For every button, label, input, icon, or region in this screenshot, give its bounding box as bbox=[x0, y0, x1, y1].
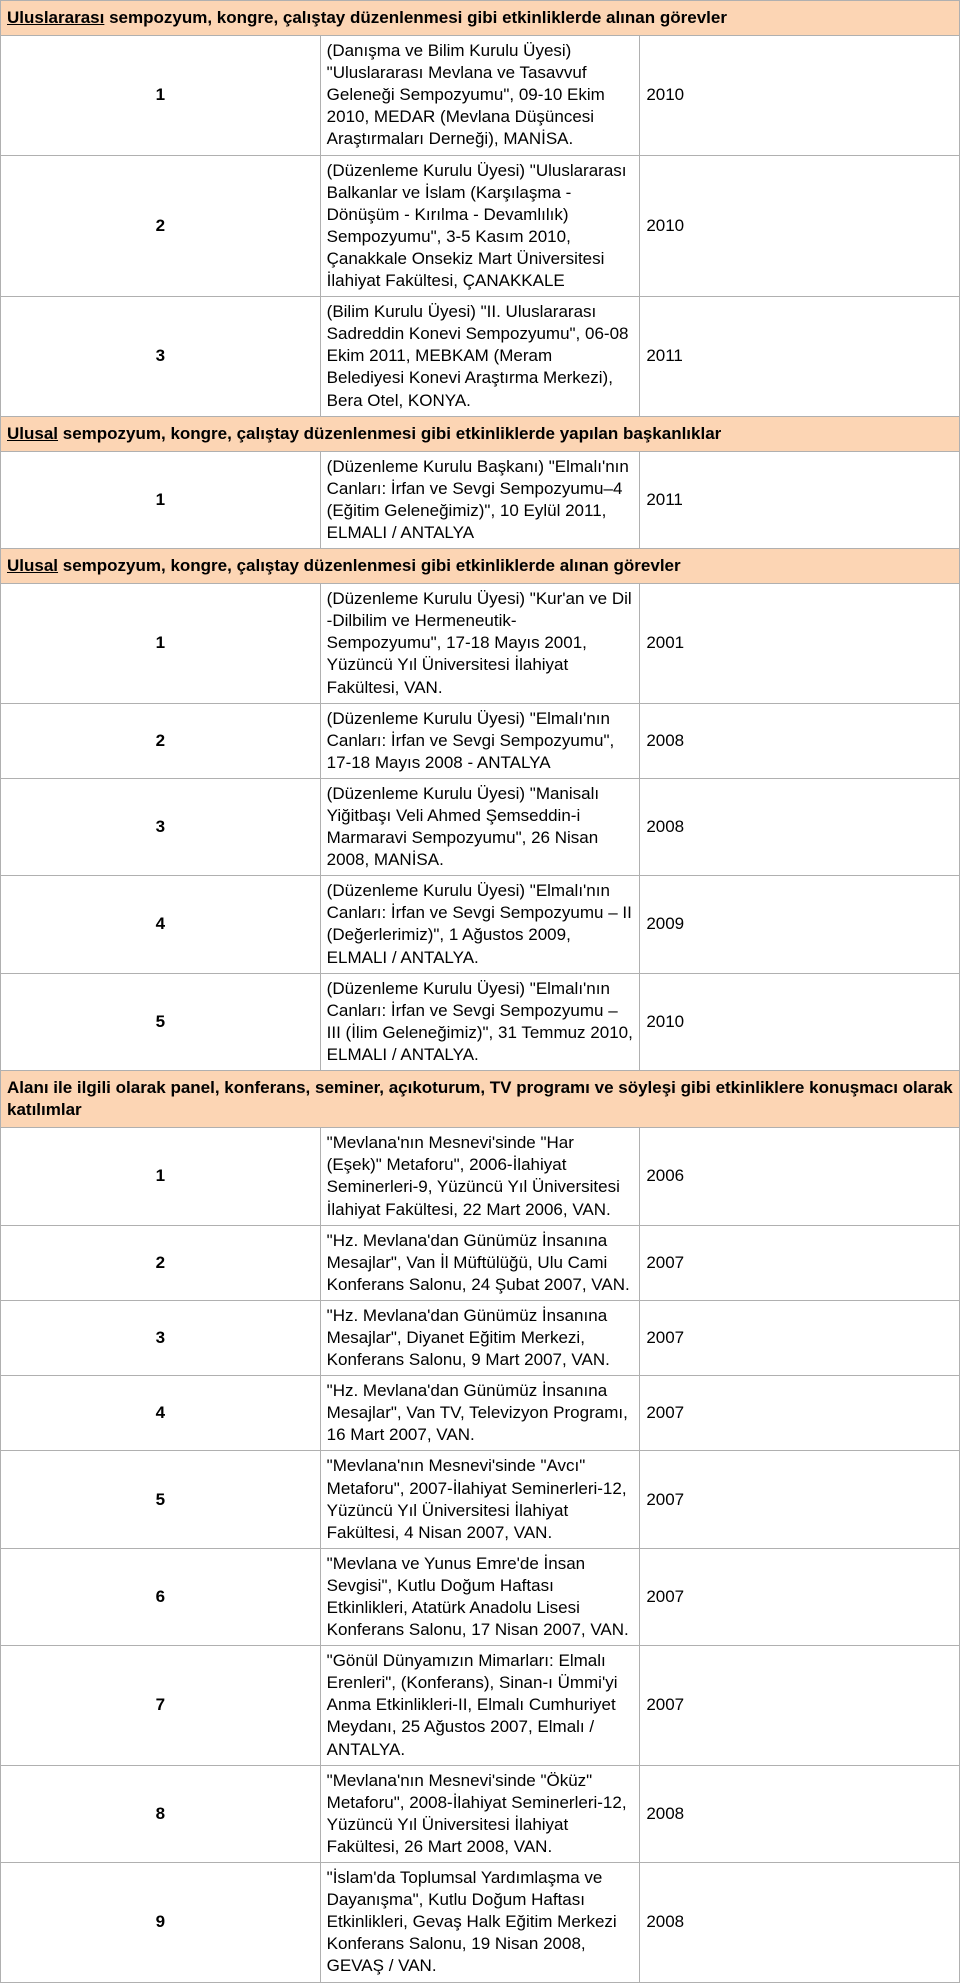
row-description: "Hz. Mevlana'dan Günümüz İnsanına Mesajl… bbox=[320, 1225, 640, 1300]
row-number: 1 bbox=[1, 36, 321, 155]
row-year: 2008 bbox=[640, 703, 960, 778]
table-row: 1"Mevlana'nın Mesnevi'sinde "Har (Eşek)"… bbox=[1, 1128, 960, 1225]
section-title-underlined: Ulusal bbox=[7, 556, 58, 575]
row-number: 1 bbox=[1, 584, 321, 703]
row-number: 5 bbox=[1, 973, 321, 1070]
table-row: 9"İslam'da Toplumsal Yardımlaşma ve Daya… bbox=[1, 1863, 960, 1982]
row-description: (Bilim Kurulu Üyesi) "II. Uluslararası S… bbox=[320, 297, 640, 416]
row-description: (Danışma ve Bilim Kurulu Üyesi) "Uluslar… bbox=[320, 36, 640, 155]
row-number: 2 bbox=[1, 1225, 321, 1300]
row-year: 2007 bbox=[640, 1548, 960, 1645]
row-number: 4 bbox=[1, 1376, 321, 1451]
row-number: 2 bbox=[1, 703, 321, 778]
section-title-rest: Alanı ile ilgili olarak panel, konferans… bbox=[7, 1078, 953, 1119]
row-description: (Düzenleme Kurulu Üyesi) "Elmalı'nın Can… bbox=[320, 876, 640, 973]
table-row: 3"Hz. Mevlana'dan Günümüz İnsanına Mesaj… bbox=[1, 1300, 960, 1375]
row-description: "Mevlana'nın Mesnevi'sinde "Avcı" Metafo… bbox=[320, 1451, 640, 1548]
table-row: 8"Mevlana'nın Mesnevi'sinde "Öküz" Metaf… bbox=[1, 1765, 960, 1862]
row-description: "Mevlana'nın Mesnevi'sinde "Har (Eşek)" … bbox=[320, 1128, 640, 1225]
table-row: 1(Danışma ve Bilim Kurulu Üyesi) "Ulusla… bbox=[1, 36, 960, 155]
row-number: 4 bbox=[1, 876, 321, 973]
table-row: 5(Düzenleme Kurulu Üyesi) "Elmalı'nın Ca… bbox=[1, 973, 960, 1070]
row-number: 2 bbox=[1, 155, 321, 297]
row-description: (Düzenleme Kurulu Başkanı) "Elmalı'nın C… bbox=[320, 451, 640, 548]
table-row: 4"Hz. Mevlana'dan Günümüz İnsanına Mesaj… bbox=[1, 1376, 960, 1451]
cv-table: Uluslararası sempozyum, kongre, çalıştay… bbox=[0, 0, 960, 1983]
row-description: "İslam'da Toplumsal Yardımlaşma ve Dayan… bbox=[320, 1863, 640, 1982]
row-description: "Mevlana ve Yunus Emre'de İnsan Sevgisi"… bbox=[320, 1548, 640, 1645]
section-header: Ulusal sempozyum, kongre, çalıştay düzen… bbox=[1, 549, 960, 584]
row-description: "Gönül Dünyamızın Mimarları: Elmalı Eren… bbox=[320, 1646, 640, 1765]
table-row: 2(Düzenleme Kurulu Üyesi) "Uluslararası … bbox=[1, 155, 960, 297]
section-header: Alanı ile ilgili olarak panel, konferans… bbox=[1, 1071, 960, 1128]
row-year: 2007 bbox=[640, 1225, 960, 1300]
row-year: 2001 bbox=[640, 584, 960, 703]
section-title-rest: sempozyum, kongre, çalıştay düzenlenmesi… bbox=[58, 556, 681, 575]
table-row: 1(Düzenleme Kurulu Başkanı) "Elmalı'nın … bbox=[1, 451, 960, 548]
row-year: 2007 bbox=[640, 1451, 960, 1548]
row-year: 2010 bbox=[640, 155, 960, 297]
row-description: "Hz. Mevlana'dan Günümüz İnsanına Mesajl… bbox=[320, 1376, 640, 1451]
table-row: 5"Mevlana'nın Mesnevi'sinde "Avcı" Metaf… bbox=[1, 1451, 960, 1548]
row-year: 2011 bbox=[640, 451, 960, 548]
table-row: 2"Hz. Mevlana'dan Günümüz İnsanına Mesaj… bbox=[1, 1225, 960, 1300]
row-description: (Düzenleme Kurulu Üyesi) "Manisalı Yiğit… bbox=[320, 778, 640, 875]
row-description: (Düzenleme Kurulu Üyesi) "Kur'an ve Dil … bbox=[320, 584, 640, 703]
row-year: 2007 bbox=[640, 1300, 960, 1375]
section-title-underlined: Uluslararası bbox=[7, 8, 104, 27]
table-row: 4(Düzenleme Kurulu Üyesi) "Elmalı'nın Ca… bbox=[1, 876, 960, 973]
row-description: (Düzenleme Kurulu Üyesi) "Elmalı'nın Can… bbox=[320, 703, 640, 778]
row-number: 3 bbox=[1, 297, 321, 416]
table-row: 7"Gönül Dünyamızın Mimarları: Elmalı Ere… bbox=[1, 1646, 960, 1765]
row-description: "Hz. Mevlana'dan Günümüz İnsanına Mesajl… bbox=[320, 1300, 640, 1375]
row-year: 2008 bbox=[640, 1765, 960, 1862]
row-year: 2007 bbox=[640, 1376, 960, 1451]
table-row: 2(Düzenleme Kurulu Üyesi) "Elmalı'nın Ca… bbox=[1, 703, 960, 778]
row-year: 2008 bbox=[640, 778, 960, 875]
section-title-rest: sempozyum, kongre, çalıştay düzenlenmesi… bbox=[104, 8, 727, 27]
section-header: Uluslararası sempozyum, kongre, çalıştay… bbox=[1, 1, 960, 36]
row-number: 1 bbox=[1, 1128, 321, 1225]
table-row: 1(Düzenleme Kurulu Üyesi) "Kur'an ve Dil… bbox=[1, 584, 960, 703]
row-number: 7 bbox=[1, 1646, 321, 1765]
row-description: (Düzenleme Kurulu Üyesi) "Uluslararası B… bbox=[320, 155, 640, 297]
row-number: 9 bbox=[1, 1863, 321, 1982]
row-number: 5 bbox=[1, 1451, 321, 1548]
row-year: 2010 bbox=[640, 973, 960, 1070]
row-year: 2010 bbox=[640, 36, 960, 155]
row-year: 2011 bbox=[640, 297, 960, 416]
row-number: 8 bbox=[1, 1765, 321, 1862]
row-description: "Mevlana'nın Mesnevi'sinde "Öküz" Metafo… bbox=[320, 1765, 640, 1862]
table-row: 6"Mevlana ve Yunus Emre'de İnsan Sevgisi… bbox=[1, 1548, 960, 1645]
row-year: 2008 bbox=[640, 1863, 960, 1982]
row-year: 2007 bbox=[640, 1646, 960, 1765]
row-number: 3 bbox=[1, 1300, 321, 1375]
section-title-rest: sempozyum, kongre, çalıştay düzenlenmesi… bbox=[58, 424, 721, 443]
row-year: 2006 bbox=[640, 1128, 960, 1225]
table-row: 3(Düzenleme Kurulu Üyesi) "Manisalı Yiği… bbox=[1, 778, 960, 875]
table-row: 3(Bilim Kurulu Üyesi) "II. Uluslararası … bbox=[1, 297, 960, 416]
section-header: Ulusal sempozyum, kongre, çalıştay düzen… bbox=[1, 416, 960, 451]
row-number: 3 bbox=[1, 778, 321, 875]
row-number: 1 bbox=[1, 451, 321, 548]
row-year: 2009 bbox=[640, 876, 960, 973]
row-description: (Düzenleme Kurulu Üyesi) "Elmalı'nın Can… bbox=[320, 973, 640, 1070]
row-number: 6 bbox=[1, 1548, 321, 1645]
section-title-underlined: Ulusal bbox=[7, 424, 58, 443]
